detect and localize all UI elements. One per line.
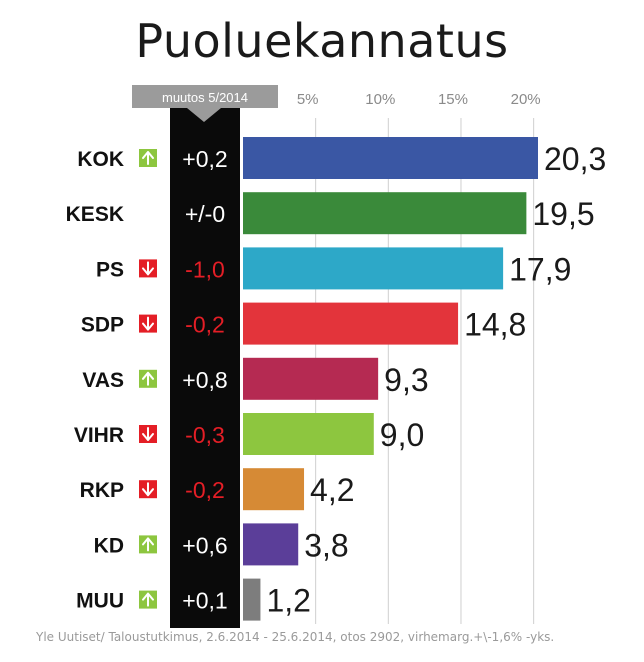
arrow-down-icon	[139, 425, 157, 443]
change-value: -0,2	[185, 477, 225, 503]
change-column: muutos 5/2014	[132, 85, 278, 628]
change-value: -0,3	[185, 422, 225, 448]
value-label: 9,0	[380, 417, 424, 453]
arrow-down-icon	[139, 480, 157, 499]
party-label: KD	[94, 534, 124, 557]
change-value: +/-0	[185, 201, 225, 227]
arrow-up-icon	[139, 535, 157, 554]
chart-title: Puoluekannatus	[135, 14, 509, 68]
value-label: 20,3	[544, 141, 606, 177]
arrow-down-icon	[139, 259, 157, 278]
bar-kd	[243, 523, 299, 566]
bar-kok	[243, 137, 538, 179]
change-header-label: muutos 5/2014	[162, 90, 248, 105]
change-column-background	[170, 108, 240, 628]
value-label: 17,9	[509, 251, 571, 287]
x-tick-label: 5%	[297, 91, 319, 108]
change-value: +0,6	[182, 532, 227, 558]
party-label: RKP	[80, 479, 124, 502]
party-label: VAS	[82, 369, 124, 392]
bar-vas	[243, 357, 379, 400]
value-label: 1,2	[266, 583, 310, 619]
arrow-up-icon	[139, 369, 157, 388]
value-label: 9,3	[384, 362, 428, 398]
value-label: 4,2	[310, 472, 354, 508]
x-tick-label: 15%	[438, 91, 468, 108]
party-label: MUU	[76, 590, 124, 613]
bar-ps	[243, 247, 504, 290]
party-label: PS	[96, 258, 124, 281]
arrow-up-icon	[139, 149, 157, 167]
labels: 5% 10% 15% 20% 20,3 KOK +0,2 19,5 KESK +/-0 17,9 PS…	[66, 91, 607, 619]
x-tick-label: 20%	[511, 91, 541, 108]
change-value: +0,2	[182, 146, 227, 172]
bar-vihr	[243, 413, 374, 455]
value-label: 19,5	[532, 196, 594, 232]
bar-kesk	[243, 192, 527, 235]
party-label: VIHR	[74, 424, 124, 447]
change-header-box	[132, 85, 278, 122]
bar-rkp	[243, 468, 305, 511]
bar-muu	[243, 578, 261, 621]
arrow-down-icon	[139, 314, 157, 333]
party-label: SDP	[81, 314, 124, 337]
arrow-up-icon	[139, 590, 157, 609]
party-label: KESK	[66, 203, 124, 226]
change-value: +0,1	[182, 588, 227, 614]
value-label: 14,8	[464, 307, 526, 343]
party-label: KOK	[77, 148, 124, 171]
bars	[243, 137, 538, 621]
change-value: -0,2	[185, 312, 225, 338]
change-value: +0,8	[182, 367, 227, 393]
bar-sdp	[243, 302, 459, 345]
x-tick-label: 10%	[365, 91, 395, 108]
value-label: 3,8	[304, 527, 348, 563]
source-note: Yle Uutiset/ Taloustutkimus, 2.6.2014 - …	[36, 630, 555, 644]
change-value: -1,0	[185, 256, 225, 282]
